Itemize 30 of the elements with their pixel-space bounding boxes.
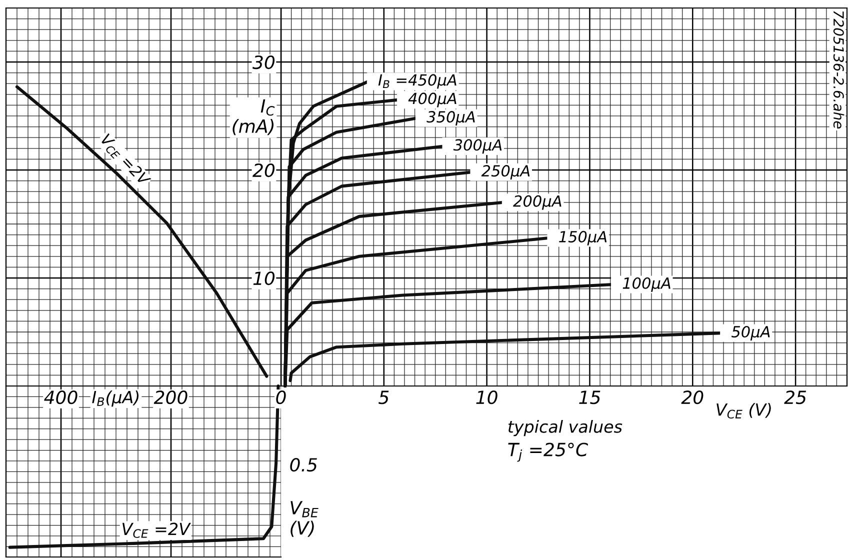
- y-axis-title: I$_{C}$ (mA): [232, 99, 275, 136]
- series-label: 250μA: [481, 165, 530, 180]
- x-axis-title: V$_{CE}$ (V): [716, 403, 771, 419]
- series-label: 150μA: [559, 230, 607, 246]
- x-tick-label: 25: [784, 390, 806, 404]
- series-label: 400μA: [408, 92, 456, 108]
- y-axis-title: V$_{BE}$ (V): [290, 501, 318, 537]
- text: T$_{j}$ =25°C: [508, 442, 588, 462]
- series-label: 200μA: [513, 195, 562, 210]
- annotation: 7205136-2.6.ahe: [833, 11, 844, 128]
- text: 0.5: [290, 458, 317, 472]
- x-tick-label: 15: [579, 390, 600, 404]
- y-tick-label: 10: [253, 271, 275, 286]
- series-label: 350μA: [426, 111, 475, 126]
- y-tick-label: 20: [252, 163, 275, 178]
- series-label: V$_{CE}$ =2V: [122, 522, 191, 538]
- series-label: I$_{B}$ =450μA: [378, 74, 456, 89]
- text: typical values: [508, 420, 622, 436]
- x-tick-label: 200: [154, 390, 188, 404]
- x-tick-label: 10: [476, 390, 498, 404]
- series-label: 100μA: [622, 277, 670, 292]
- series-label: 300μA: [453, 139, 502, 154]
- y-tick-label: 30: [252, 55, 275, 70]
- x-tick-label: 400: [44, 390, 78, 404]
- x-axis-title: I$_{B}$(μA): [92, 390, 139, 407]
- x-tick-label: 20: [681, 390, 704, 404]
- x-tick-label: 0: [276, 390, 286, 404]
- x-tick-label: 5: [378, 390, 389, 404]
- series-label: 50μA: [731, 326, 770, 340]
- text: V$_{CE}$ =2V: [98, 133, 152, 189]
